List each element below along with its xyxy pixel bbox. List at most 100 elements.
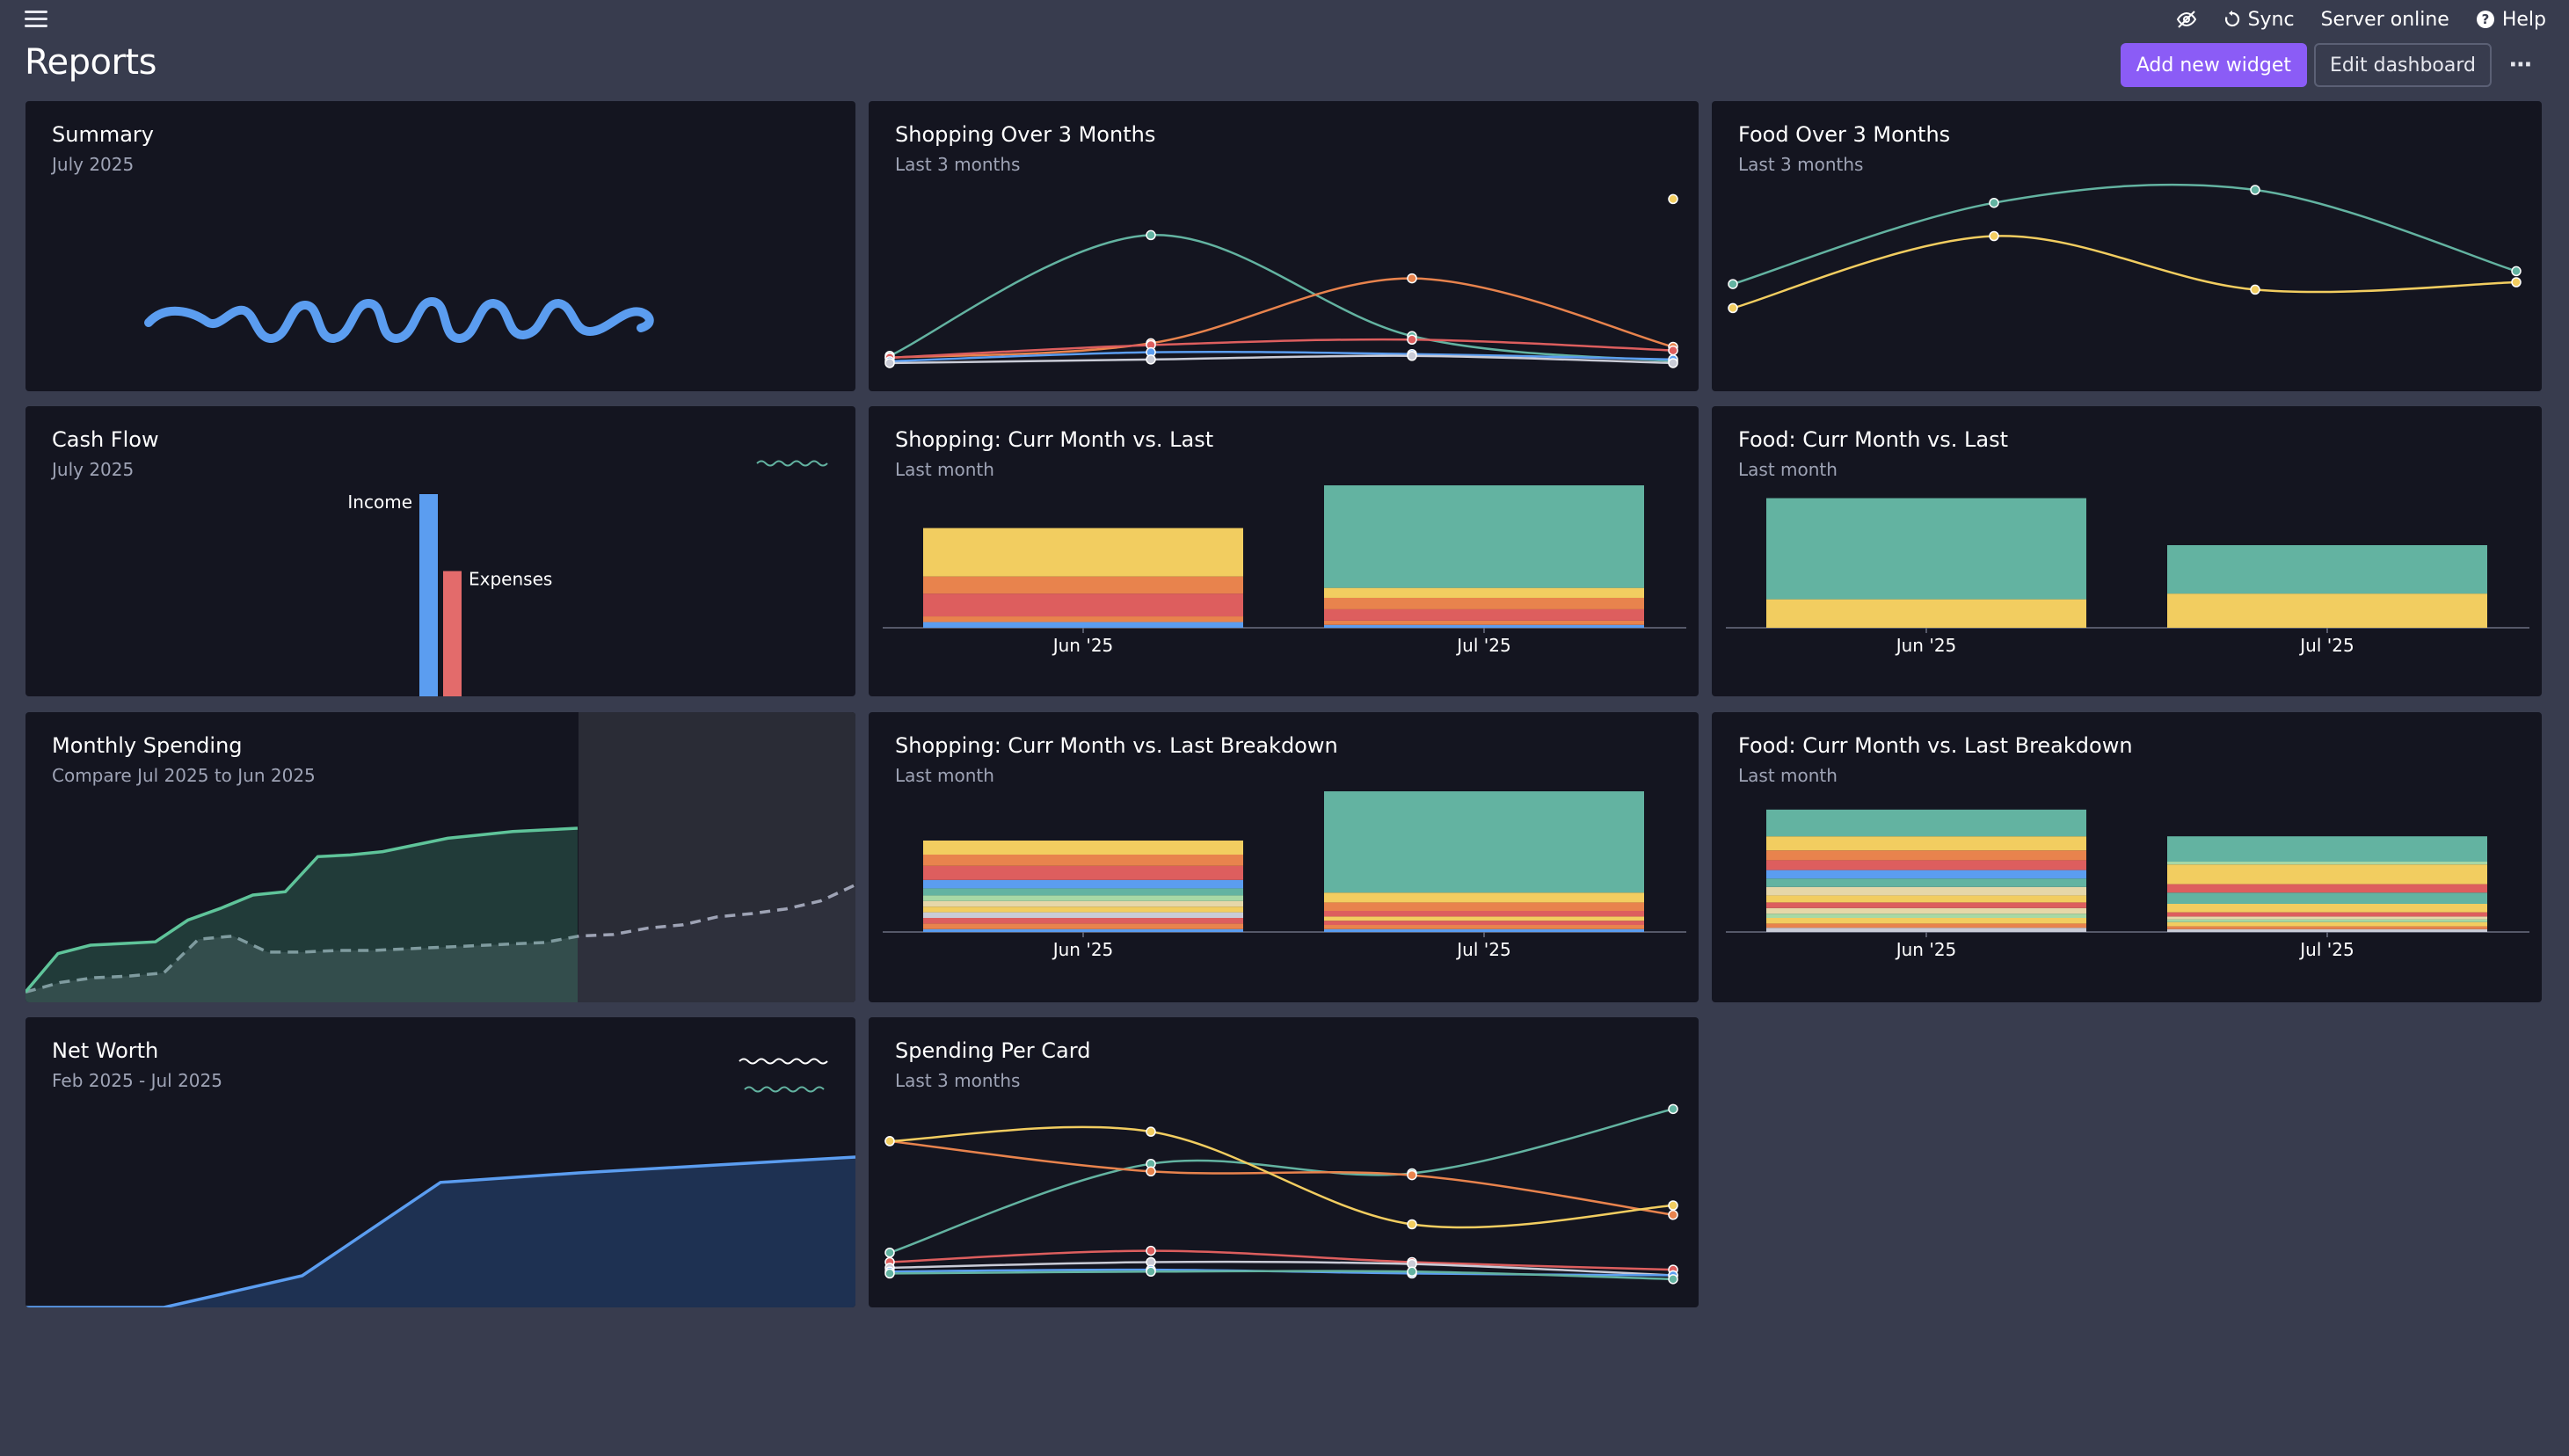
net-worth-card[interactable]: Net Worth Feb 2025 - Jul 2025 (25, 1017, 855, 1307)
bar-segment (1766, 836, 2086, 851)
card-subtitle: Last month (895, 765, 994, 786)
bar-segment (923, 923, 1243, 929)
x-tick-label: Jul '25 (2298, 939, 2354, 960)
data-point (2250, 185, 2260, 195)
spending-per-card-card[interactable]: Spending Per Card Last 3 months (869, 1017, 1699, 1307)
more-options-icon[interactable]: ⋯ (2509, 52, 2532, 78)
card-title: Food: Curr Month vs. Last Breakdown (1738, 733, 2133, 758)
card-title: Food: Curr Month vs. Last (1738, 427, 2008, 452)
x-tick-label: Jul '25 (2298, 635, 2354, 656)
monthly-spending-card[interactable]: Monthly Spending Compare Jul 2025 to Jun… (25, 712, 855, 1002)
spending-per-card-chart (884, 1103, 1678, 1285)
card-title: Cash Flow (52, 427, 159, 452)
bar-segment (1324, 925, 1644, 929)
bar-segment (1324, 892, 1644, 903)
summary-card[interactable]: Summary July 2025 (25, 101, 855, 391)
legend-scribble (756, 460, 828, 467)
bar-segment (1766, 878, 2086, 887)
bar-segment (1766, 907, 2086, 914)
card-title: Monthly Spending (52, 733, 243, 758)
series-line-0 (25, 1155, 855, 1307)
bar-segment (923, 865, 1243, 880)
bar-segment (2167, 921, 2487, 927)
series-line-0 (889, 1108, 1674, 1254)
card-subtitle: July 2025 (52, 154, 135, 175)
bar-segment (923, 912, 1243, 918)
data-point (1146, 229, 1156, 241)
bar (419, 494, 438, 696)
series-line-4 (889, 354, 1674, 365)
data-point (1146, 1166, 1156, 1177)
series-line-4 (889, 1260, 1674, 1277)
card-subtitle: Last month (895, 459, 994, 480)
net-worth-chart (25, 1155, 855, 1307)
server-status[interactable]: Server online (2321, 9, 2449, 31)
series-line-0 (1732, 183, 2517, 286)
bar-segment (1324, 916, 1644, 921)
data-point (2250, 284, 2260, 295)
food-cvl-card[interactable]: Food: Curr Month vs. Last Last month Jun… (1712, 406, 2542, 696)
bar-segment (1324, 911, 1644, 917)
series-line-1 (889, 277, 1674, 360)
data-point (1407, 351, 1417, 361)
series-line-3 (889, 350, 1674, 363)
add-widget-button[interactable]: Add new widget (2120, 43, 2308, 87)
x-tick-label: Jun '25 (1052, 635, 1114, 656)
area-fill (25, 1157, 855, 1307)
privacy-toggle[interactable] (2176, 9, 2197, 30)
food-3m-card[interactable]: Food Over 3 Months Last 3 months (1712, 101, 2542, 391)
data-point (1668, 1103, 1678, 1115)
shopping-3m-card[interactable]: Shopping Over 3 Months Last 3 months (869, 101, 1699, 391)
card-subtitle: Last month (1738, 459, 1838, 480)
card-subtitle: Last 3 months (895, 154, 1021, 175)
bar-segment (923, 906, 1243, 913)
shopping-breakdown-card[interactable]: Shopping: Curr Month vs. Last Breakdown … (869, 712, 1699, 1002)
card-subtitle: Feb 2025 - Jul 2025 (52, 1070, 222, 1091)
card-title: Spending Per Card (895, 1038, 1091, 1063)
data-point (1407, 1169, 1417, 1181)
data-point (884, 1268, 895, 1279)
bar-segment (2167, 919, 2487, 922)
data-point (1407, 273, 1417, 284)
menu-icon[interactable] (25, 7, 47, 30)
help-button[interactable]: ? Help (2476, 9, 2546, 31)
data-point (1146, 1126, 1156, 1137)
x-tick-label: Jun '25 (1052, 939, 1114, 960)
edit-dashboard-button[interactable]: Edit dashboard (2314, 43, 2492, 87)
bar-segment (2167, 912, 2487, 917)
bar-label: Income (347, 491, 412, 513)
card-subtitle: July 2025 (52, 459, 135, 480)
series-line-1 (25, 883, 855, 994)
area-fill (25, 885, 855, 1002)
x-tick-label: Jun '25 (1895, 939, 1957, 960)
series-line-2 (889, 338, 1674, 360)
cash-flow-card[interactable]: Cash Flow July 2025 Income Expenses (25, 406, 855, 696)
bar-segment (923, 879, 1243, 889)
bar-label: Expenses (469, 569, 552, 590)
bar-segment (2167, 904, 2487, 913)
shopping-3m-chart (884, 193, 1678, 368)
food-breakdown-card[interactable]: Food: Curr Month vs. Last Breakdown Last… (1712, 712, 2542, 1002)
series-line-0 (25, 826, 579, 994)
page-title: Reports (25, 42, 156, 83)
bar-segment (2167, 593, 2487, 628)
bar-segment (1766, 809, 2086, 837)
bar-segment (923, 576, 1243, 594)
bar-segment (923, 593, 1243, 617)
top-bar: Sync Server online ? Help (0, 0, 2569, 39)
series-line-1 (1732, 235, 2517, 309)
data-point (1668, 358, 1678, 368)
bar-segment (923, 888, 1243, 896)
bar-segment (1766, 914, 2086, 918)
series-line-2 (889, 1125, 1674, 1229)
card-title: Shopping: Curr Month vs. Last (895, 427, 1214, 452)
bar-segment (1766, 599, 2086, 628)
data-point (1668, 193, 1678, 205)
sync-button[interactable]: Sync (2223, 9, 2295, 31)
data-point (1668, 1274, 1678, 1285)
summary-scribble (144, 296, 654, 344)
shopping-cvl-card[interactable]: Shopping: Curr Month vs. Last Last month… (869, 406, 1699, 696)
bar-segment (2167, 545, 2487, 594)
bar-segment (1324, 921, 1644, 925)
bar-segment (1766, 902, 2086, 908)
